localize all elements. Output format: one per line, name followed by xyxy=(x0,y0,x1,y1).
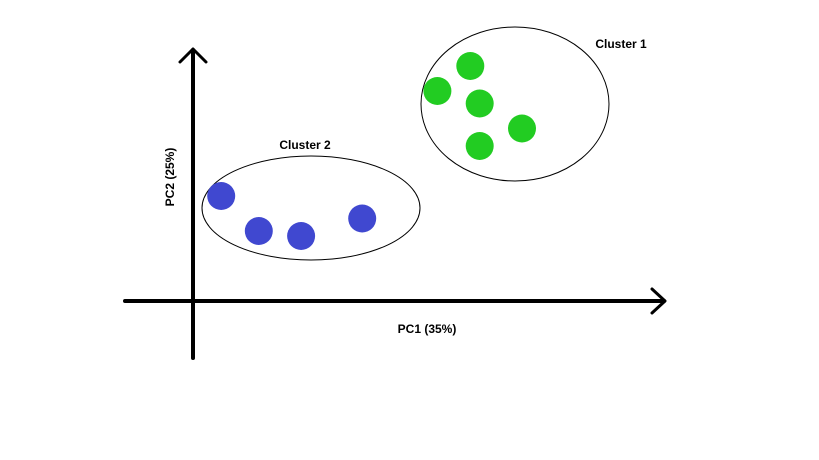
y-axis-label: PC2 (25%) xyxy=(163,148,177,207)
x-axis-arrowhead xyxy=(650,287,667,315)
cluster-2-point-1 xyxy=(207,182,236,210)
cluster-1-point-5 xyxy=(508,114,536,143)
cluster-1-outline xyxy=(420,26,610,182)
cluster-1-point-3 xyxy=(465,89,494,118)
cluster-1-point-4 xyxy=(465,132,494,160)
cluster-1-point-1 xyxy=(423,77,452,105)
cluster-1-label: Cluster 1 xyxy=(595,37,647,51)
y-axis-arrowhead xyxy=(178,47,208,64)
cluster-2-label: Cluster 2 xyxy=(279,138,331,152)
data-points xyxy=(207,52,536,250)
cluster-2-point-2 xyxy=(244,217,273,245)
cluster-1-point-2 xyxy=(456,52,485,80)
cluster-2-point-3 xyxy=(287,222,316,250)
cluster-2-outline xyxy=(201,155,421,261)
cluster-2-point-4 xyxy=(348,204,377,233)
x-axis-label: PC1 (35%) xyxy=(398,322,457,336)
